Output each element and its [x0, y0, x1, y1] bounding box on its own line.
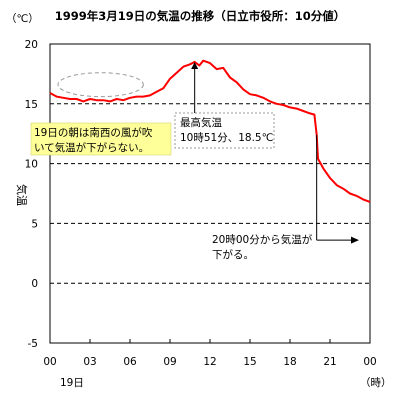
- x-tick-label-7: 21: [323, 356, 336, 368]
- series-line-temperature: [49, 59, 371, 203]
- max-temp-annotation: 最高気温 10時51分、18.5℃: [174, 61, 275, 149]
- x-axis-ticks: 00 03 06 09 12 15 18 21 00: [43, 339, 377, 368]
- y-axis-label: 気温: [15, 184, 29, 206]
- x-tick-label-0: 00: [43, 356, 56, 368]
- x-tick-label-3: 09: [163, 356, 176, 368]
- x-tick-label-2: 06: [123, 356, 137, 368]
- morning-annotation-line1: 19日の朝は南西の風が吹: [34, 126, 153, 139]
- x-unit-label: （時）: [360, 377, 392, 389]
- morning-annotation-line2: いて気温が下がらない。: [34, 141, 149, 154]
- y-tick-label-0: -5: [28, 338, 38, 350]
- date-label: 19日: [60, 377, 84, 389]
- y-tick-label-2: 5: [31, 218, 38, 230]
- chart-title: 1999年3月19日の気温の推移（日立市役所：10分値）: [55, 9, 346, 23]
- drop-annotation-line2: 下がる。: [212, 248, 254, 261]
- morning-annotation: 19日の朝は南西の風が吹 いて気温が下がらない。: [30, 122, 172, 156]
- x-tick-label-4: 12: [203, 356, 216, 368]
- x-tick-label-5: 15: [243, 356, 256, 368]
- y-axis-ticks: -5 0 5 10 15 20: [25, 39, 38, 350]
- max-temp-title: 最高気温: [180, 116, 222, 129]
- max-temp-detail: 10時51分、18.5℃: [180, 132, 273, 144]
- drop-annotation-line1: 20時00分から気温が: [212, 233, 313, 246]
- y-tick-label-3: 10: [25, 159, 38, 171]
- drop-annotation: 20時00分から気温が 下がる。: [212, 134, 359, 261]
- x-tick-label-1: 03: [83, 356, 96, 368]
- morning-highlight-ellipse: [57, 72, 144, 98]
- y-tick-label-5: 20: [25, 39, 38, 51]
- plot-frame: [49, 43, 371, 344]
- drop-arrowhead: [351, 236, 359, 244]
- y-tick-label-4: 15: [25, 99, 38, 111]
- x-tick-label-8: 00: [363, 356, 376, 368]
- max-temp-arrowhead: [191, 61, 199, 69]
- x-tick-label-6: 18: [283, 356, 296, 368]
- y-unit-label: （℃）: [6, 13, 39, 25]
- y-tick-label-1: 0: [31, 278, 38, 290]
